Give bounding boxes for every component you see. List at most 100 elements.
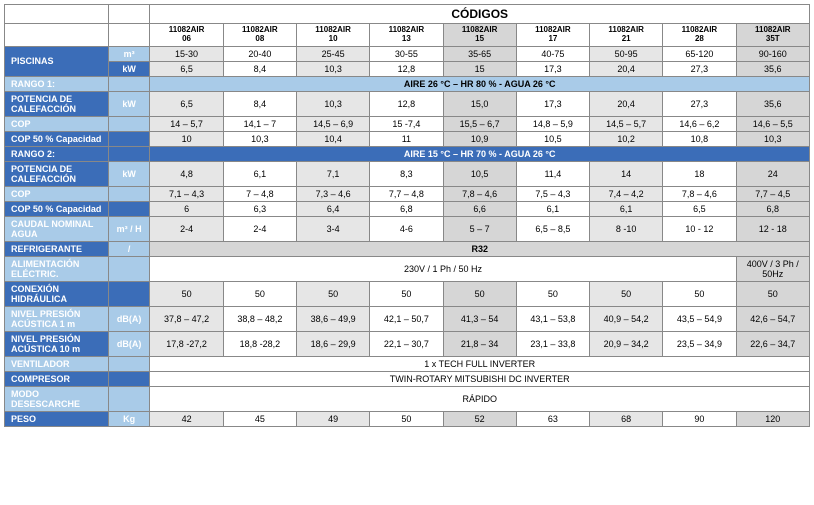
data-cell: 17,8 -27,2 (150, 331, 223, 356)
label-peso: PESO (5, 411, 109, 426)
data-cell: 35,6 (736, 61, 809, 76)
band-rango1: AIRE 26 °C – HR 80 % - AGUA 26 °C (150, 76, 810, 91)
unit-dba: dB(A) (108, 331, 150, 356)
data-cell: 63 (516, 411, 589, 426)
model-header: 11082AIR15 (443, 24, 516, 47)
unit-dba: dB(A) (108, 306, 150, 331)
data-cell: 6,6 (443, 201, 516, 216)
label-hidro: CONEXIÓN HIDRÁULICA (5, 281, 109, 306)
label-cop-r1: COP (5, 116, 109, 131)
data-cell: 38,8 – 48,2 (223, 306, 296, 331)
data-cell: 7,4 – 4,2 (590, 186, 663, 201)
data-cell: 15,0 (443, 91, 516, 116)
data-cell: 8,3 (370, 161, 443, 186)
data-cell: 50 (663, 281, 736, 306)
data-cell: 14,5 – 6,9 (296, 116, 369, 131)
data-cell: 45 (223, 411, 296, 426)
table-title: CÓDIGOS (150, 5, 810, 24)
data-cell: 6,5 (150, 91, 223, 116)
data-cell: 7,8 – 4,6 (443, 186, 516, 201)
data-cell: 68 (590, 411, 663, 426)
data-cell: 23,1 – 33,8 (516, 331, 589, 356)
unit-m3: m³ (108, 46, 150, 61)
corner (5, 5, 109, 24)
data-cell: 4-6 (370, 216, 443, 241)
model-header: 11082AIR08 (223, 24, 296, 47)
data-cell: 24 (736, 161, 809, 186)
model-header: 11082AIR28 (663, 24, 736, 47)
data-cell: 8,4 (223, 91, 296, 116)
label-comp: COMPRESOR (5, 371, 109, 386)
data-cell: 15-30 (150, 46, 223, 61)
data-cell: 7,7 – 4,5 (736, 186, 809, 201)
val-modo: RÁPIDO (150, 386, 810, 411)
data-cell: 50 (370, 411, 443, 426)
data-cell: 15 (443, 61, 516, 76)
data-cell: 42,1 – 50,7 (370, 306, 443, 331)
label-rango1: RANGO 1: (5, 76, 109, 91)
data-cell: 20-40 (223, 46, 296, 61)
label-np1: NIVEL PRESIÓN ACÚSTICA 1 m (5, 306, 109, 331)
data-cell: 14,8 – 5,9 (516, 116, 589, 131)
data-cell: 50 (516, 281, 589, 306)
data-cell: 8 -10 (590, 216, 663, 241)
val-comp: TWIN-ROTARY MITSUBISHI DC INVERTER (150, 371, 810, 386)
spec-table: CÓDIGOS11082AIR0611082AIR0811082AIR10110… (4, 4, 810, 427)
unit-m3h: m³ / H (108, 216, 150, 241)
data-cell: 49 (296, 411, 369, 426)
data-cell: 7 – 4,8 (223, 186, 296, 201)
data-cell: 43,1 – 53,8 (516, 306, 589, 331)
data-cell: 30-55 (370, 46, 443, 61)
unit-kg: Kg (108, 411, 150, 426)
label-caudal: CAUDAL NOMINAL AGUA (5, 216, 109, 241)
data-cell: 50 (296, 281, 369, 306)
data-cell: 35-65 (443, 46, 516, 61)
model-header: 11082AIR13 (370, 24, 443, 47)
data-cell: 25-45 (296, 46, 369, 61)
data-cell: 18 (663, 161, 736, 186)
data-cell: 6,8 (370, 201, 443, 216)
data-cell: 27,3 (663, 61, 736, 76)
data-cell: 10,5 (516, 131, 589, 146)
data-cell: 7,3 – 4,6 (296, 186, 369, 201)
data-cell: 12,8 (370, 91, 443, 116)
data-cell: 4,8 (150, 161, 223, 186)
data-cell: 6,8 (736, 201, 809, 216)
data-cell: 14,1 – 7 (223, 116, 296, 131)
data-cell: 40-75 (516, 46, 589, 61)
val-alim2: 400V / 3 Ph / 50Hz (736, 256, 809, 281)
data-cell: 15 -7,4 (370, 116, 443, 131)
data-cell: 37,8 – 47,2 (150, 306, 223, 331)
data-cell: 35,6 (736, 91, 809, 116)
data-cell: 42,6 – 54,7 (736, 306, 809, 331)
data-cell: 14,5 – 5,7 (590, 116, 663, 131)
model-header: 11082AIR35T (736, 24, 809, 47)
label-cop50-r2: COP 50 % Capacidad (5, 201, 109, 216)
label-vent: VENTILADOR (5, 356, 109, 371)
label-np10: NIVEL PRESIÓN ACÚSTICA 10 m (5, 331, 109, 356)
data-cell: 7,1 – 4,3 (150, 186, 223, 201)
data-cell: 2-4 (150, 216, 223, 241)
data-cell: 52 (443, 411, 516, 426)
data-cell: 43,5 – 54,9 (663, 306, 736, 331)
model-header: 11082AIR17 (516, 24, 589, 47)
data-cell: 10,3 (296, 91, 369, 116)
data-cell: 17,3 (516, 91, 589, 116)
label-rango2: RANGO 2: (5, 146, 109, 161)
data-cell: 10,8 (663, 131, 736, 146)
label-modo: MODO DESESCARCHE (5, 386, 109, 411)
data-cell: 50 (736, 281, 809, 306)
data-cell: 50 (370, 281, 443, 306)
data-cell: 21,8 – 34 (443, 331, 516, 356)
data-cell: 6,4 (296, 201, 369, 216)
data-cell: 40,9 – 54,2 (590, 306, 663, 331)
data-cell: 6,5 (150, 61, 223, 76)
data-cell: 50 (590, 281, 663, 306)
data-cell: 10,3 (223, 131, 296, 146)
unit-kw: kW (108, 91, 150, 116)
data-cell: 20,9 – 34,2 (590, 331, 663, 356)
unit-slash: / (108, 241, 150, 256)
val-alim1: 230V / 1 Ph / 50 Hz (150, 256, 736, 281)
data-cell: 17,3 (516, 61, 589, 76)
data-cell: 50 (443, 281, 516, 306)
